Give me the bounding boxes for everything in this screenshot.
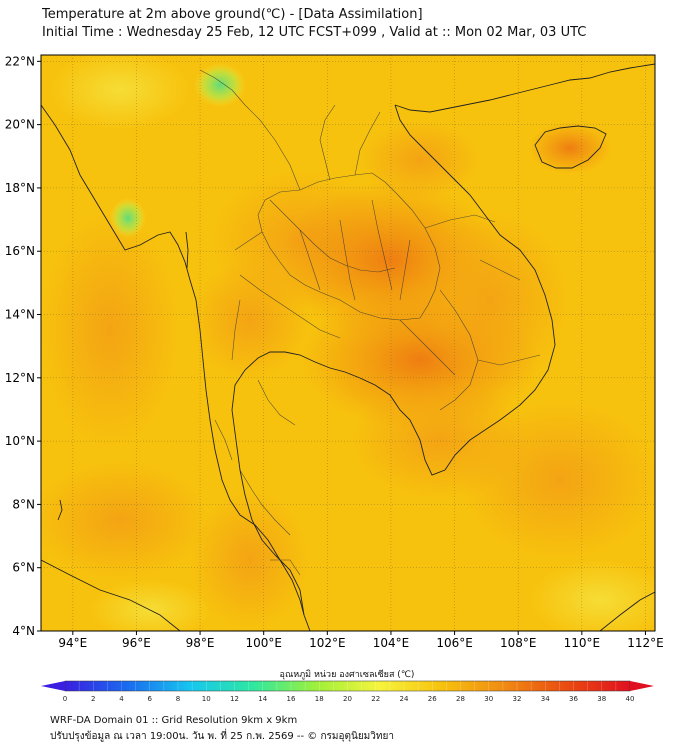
lat-tick-label: 14°N	[5, 308, 35, 322]
lat-tick-label: 4°N	[12, 624, 35, 638]
footer-credit: ปรับปรุงข้อมูล ณ เวลา 19:00น. วัน พ. ที่…	[50, 731, 394, 742]
lon-tick-label: 94°E	[58, 636, 87, 650]
colorbar-tick-label: 6	[148, 695, 153, 703]
lon-tick-label: 110°E	[564, 636, 601, 650]
colorbar-tick-label: 10	[202, 695, 211, 703]
lat-tick-label: 8°N	[12, 497, 35, 511]
colorbar-tick-label: 40	[626, 695, 635, 703]
lon-tick-label: 104°E	[373, 636, 410, 650]
colorbar-tick-label: 28	[456, 695, 465, 703]
lat-tick-label: 12°N	[5, 371, 35, 385]
colorbar-tick-label: 16	[287, 695, 296, 703]
colorbar-tick-label: 36	[569, 695, 578, 703]
colorbar-tick-label: 34	[541, 695, 550, 703]
colorbar-tick-label: 12	[230, 695, 239, 703]
colorbar-tick-label: 38	[597, 695, 606, 703]
temperature-field	[41, 55, 655, 631]
colorbar-tick-label: 32	[513, 695, 522, 703]
lon-tick-label: 102°E	[309, 636, 346, 650]
colorbar-tick-label: 20	[343, 695, 352, 703]
lon-tick-label: 106°E	[436, 636, 473, 650]
colorbar-tick-label: 24	[400, 695, 409, 703]
colorbar-tick-label: 0	[63, 695, 67, 703]
lat-tick-label: 10°N	[5, 434, 35, 448]
colorbar-tick-label: 14	[258, 695, 267, 703]
map-frame	[40, 54, 656, 632]
colorbar-label: อุณหภูมิ หน่วย องศาเซลเซียส (℃)	[280, 669, 415, 680]
lon-tick-label: 98°E	[186, 636, 215, 650]
colorbar-min-extension	[41, 681, 65, 691]
map-title: Temperature at 2m above ground(℃) - [Dat…	[42, 7, 423, 22]
province-borders	[199, 69, 541, 576]
colorbar-tick-label: 30	[484, 695, 493, 703]
lat-tick-label: 16°N	[5, 244, 35, 258]
colorbar-tick-label: 2	[91, 695, 95, 703]
gridlines	[41, 55, 655, 631]
coastlines	[41, 63, 655, 631]
lat-tick-label: 22°N	[5, 54, 35, 68]
lon-tick-label: 108°E	[500, 636, 537, 650]
colorbar-tick-label: 18	[315, 695, 324, 703]
lat-tick-label: 18°N	[5, 181, 35, 195]
lon-tick-label: 96°E	[122, 636, 151, 650]
lat-tick-label: 6°N	[12, 561, 35, 575]
colorbar-tick-label: 22	[371, 695, 380, 703]
lat-tick-label: 20°N	[5, 118, 35, 132]
footer-model-info: WRF-DA Domain 01 :: Grid Resolution 9km …	[50, 715, 298, 726]
colorbar	[41, 680, 654, 692]
map-subtitle: Initial Time : Wednesday 25 Feb, 12 UTC …	[42, 25, 587, 40]
longitude-ticks: 94°E 96°E 98°E 100°E 102°E 104°E 106°E 108°E 110…	[58, 631, 664, 650]
colorbar-tick-label: 8	[176, 695, 180, 703]
lon-tick-label: 112°E	[627, 636, 664, 650]
colorbar-ticks: 0 2 4 6 8 10 12 14 16 18 20 22 24 26 28 30 32 34 36 38 40	[63, 695, 635, 703]
colorbar-max-extension	[630, 681, 654, 691]
latitude-ticks: 22°N 20°N 18°N 16°N 14°N 12°N 10°N 8°N 6°N 4°N	[5, 54, 41, 638]
colorbar-tick-label: 26	[428, 695, 437, 703]
colorbar-tick-label: 4	[119, 695, 124, 703]
lon-tick-label: 100°E	[245, 636, 282, 650]
